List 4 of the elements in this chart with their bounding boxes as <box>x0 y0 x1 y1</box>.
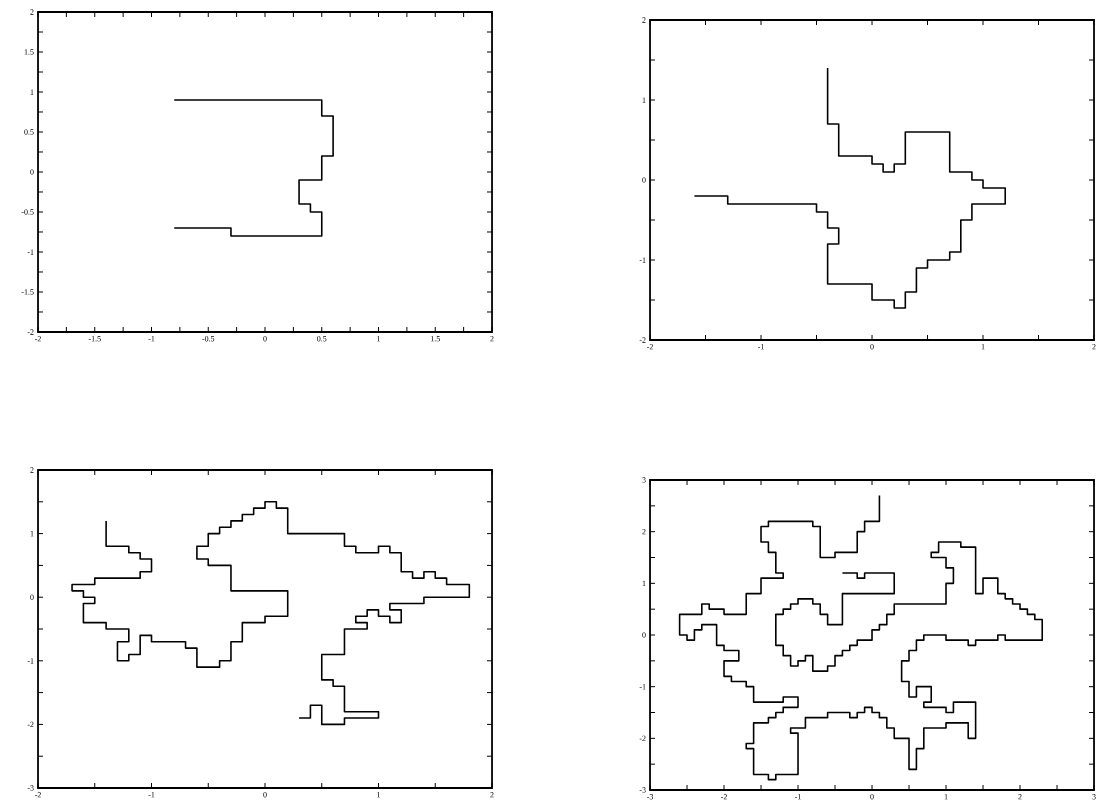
line-series <box>693 67 1007 309</box>
line-series <box>173 99 334 237</box>
line-series <box>71 501 471 726</box>
line-series <box>678 494 1044 781</box>
